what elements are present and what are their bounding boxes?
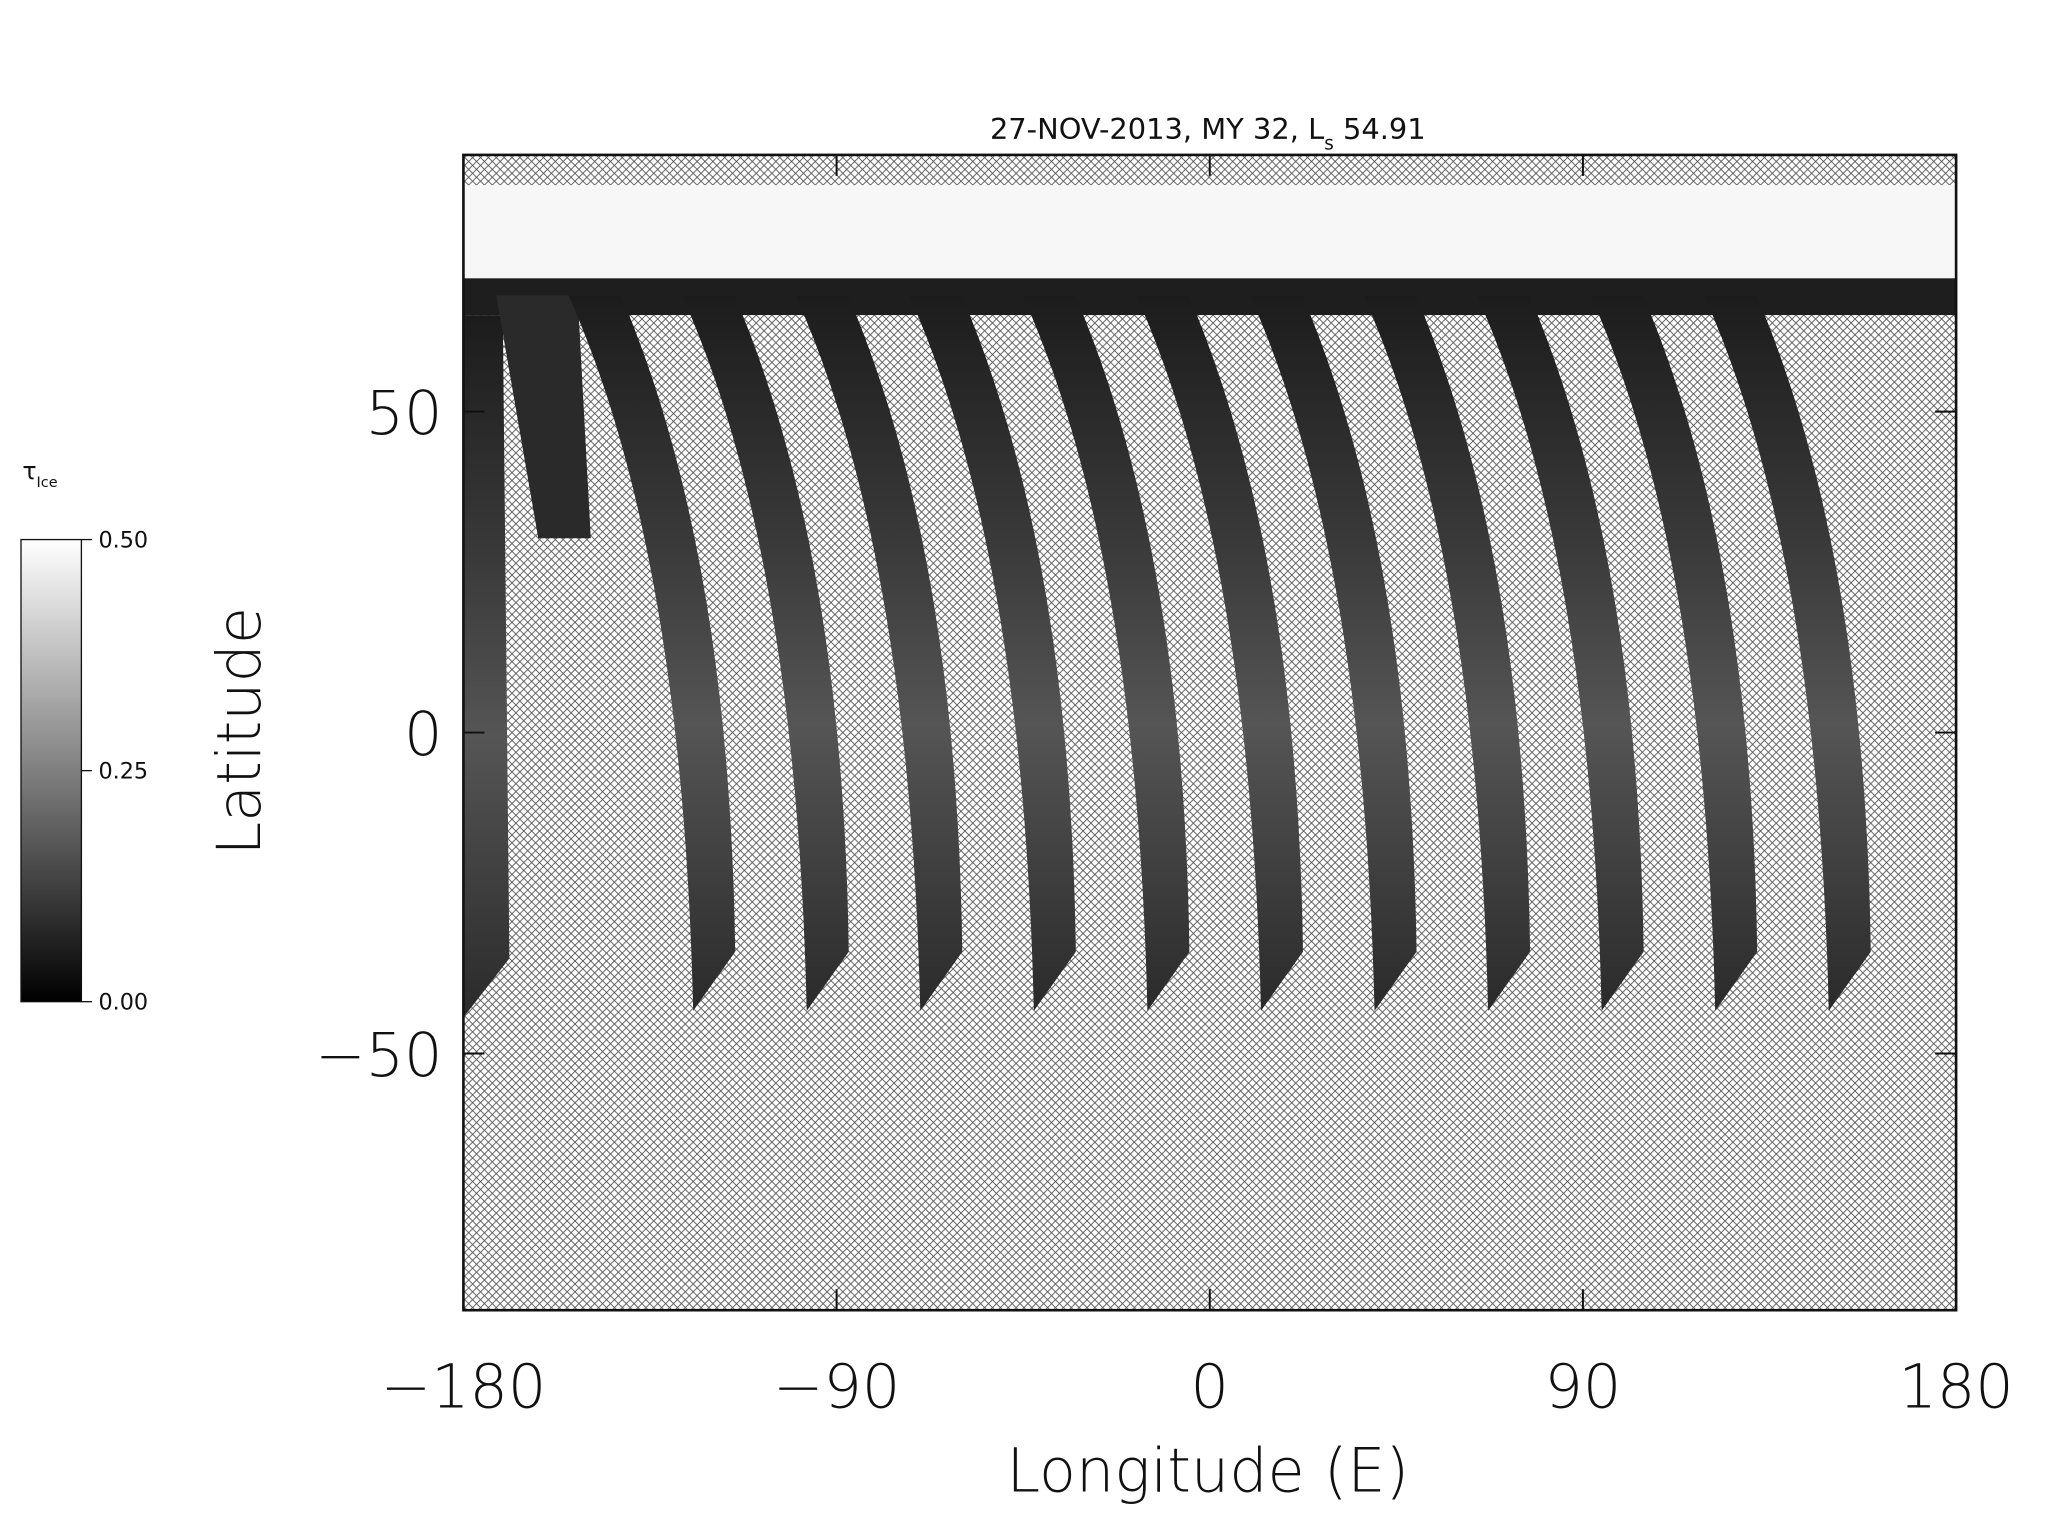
x-tick-label: −90: [773, 1352, 900, 1422]
swath: [1704, 295, 1871, 1011]
swath: [1363, 295, 1531, 1011]
swath: [496, 295, 591, 539]
title: 27-NOV-2013, MY 32, Ls 54.91: [990, 112, 1426, 157]
colorbar-tick-label: 0.50: [98, 527, 148, 553]
colorbar: [20, 538, 83, 1003]
polar-cap: [463, 185, 1957, 280]
colorbar-tick-label: 0.25: [98, 759, 148, 785]
y-tick-label: 0: [404, 700, 442, 770]
swath: [1590, 295, 1758, 1011]
swath: [1022, 295, 1190, 1011]
swath: [1249, 295, 1417, 1011]
swath: [795, 295, 963, 1011]
swath: [909, 295, 1076, 1011]
y-tick-label: 50: [366, 379, 443, 449]
x-tick-label: 90: [1545, 1352, 1622, 1422]
x-tick-label: 180: [1898, 1352, 2013, 1422]
x-tick-label: 0: [1191, 1352, 1229, 1422]
colorbar-label: τIce: [22, 457, 57, 491]
x-tick-label: −180: [381, 1352, 547, 1422]
swath: [463, 315, 510, 1018]
y-tick-label: −50: [315, 1021, 442, 1091]
colorbar-tick-label: 0.00: [98, 990, 148, 1016]
x-axis-label: Longitude (E): [1006, 1436, 1409, 1506]
swath: [568, 295, 736, 1011]
swath: [1136, 295, 1303, 1011]
swath: [682, 295, 849, 1011]
y-axis-label: Latitude: [205, 607, 275, 856]
swath: [1476, 295, 1644, 1011]
